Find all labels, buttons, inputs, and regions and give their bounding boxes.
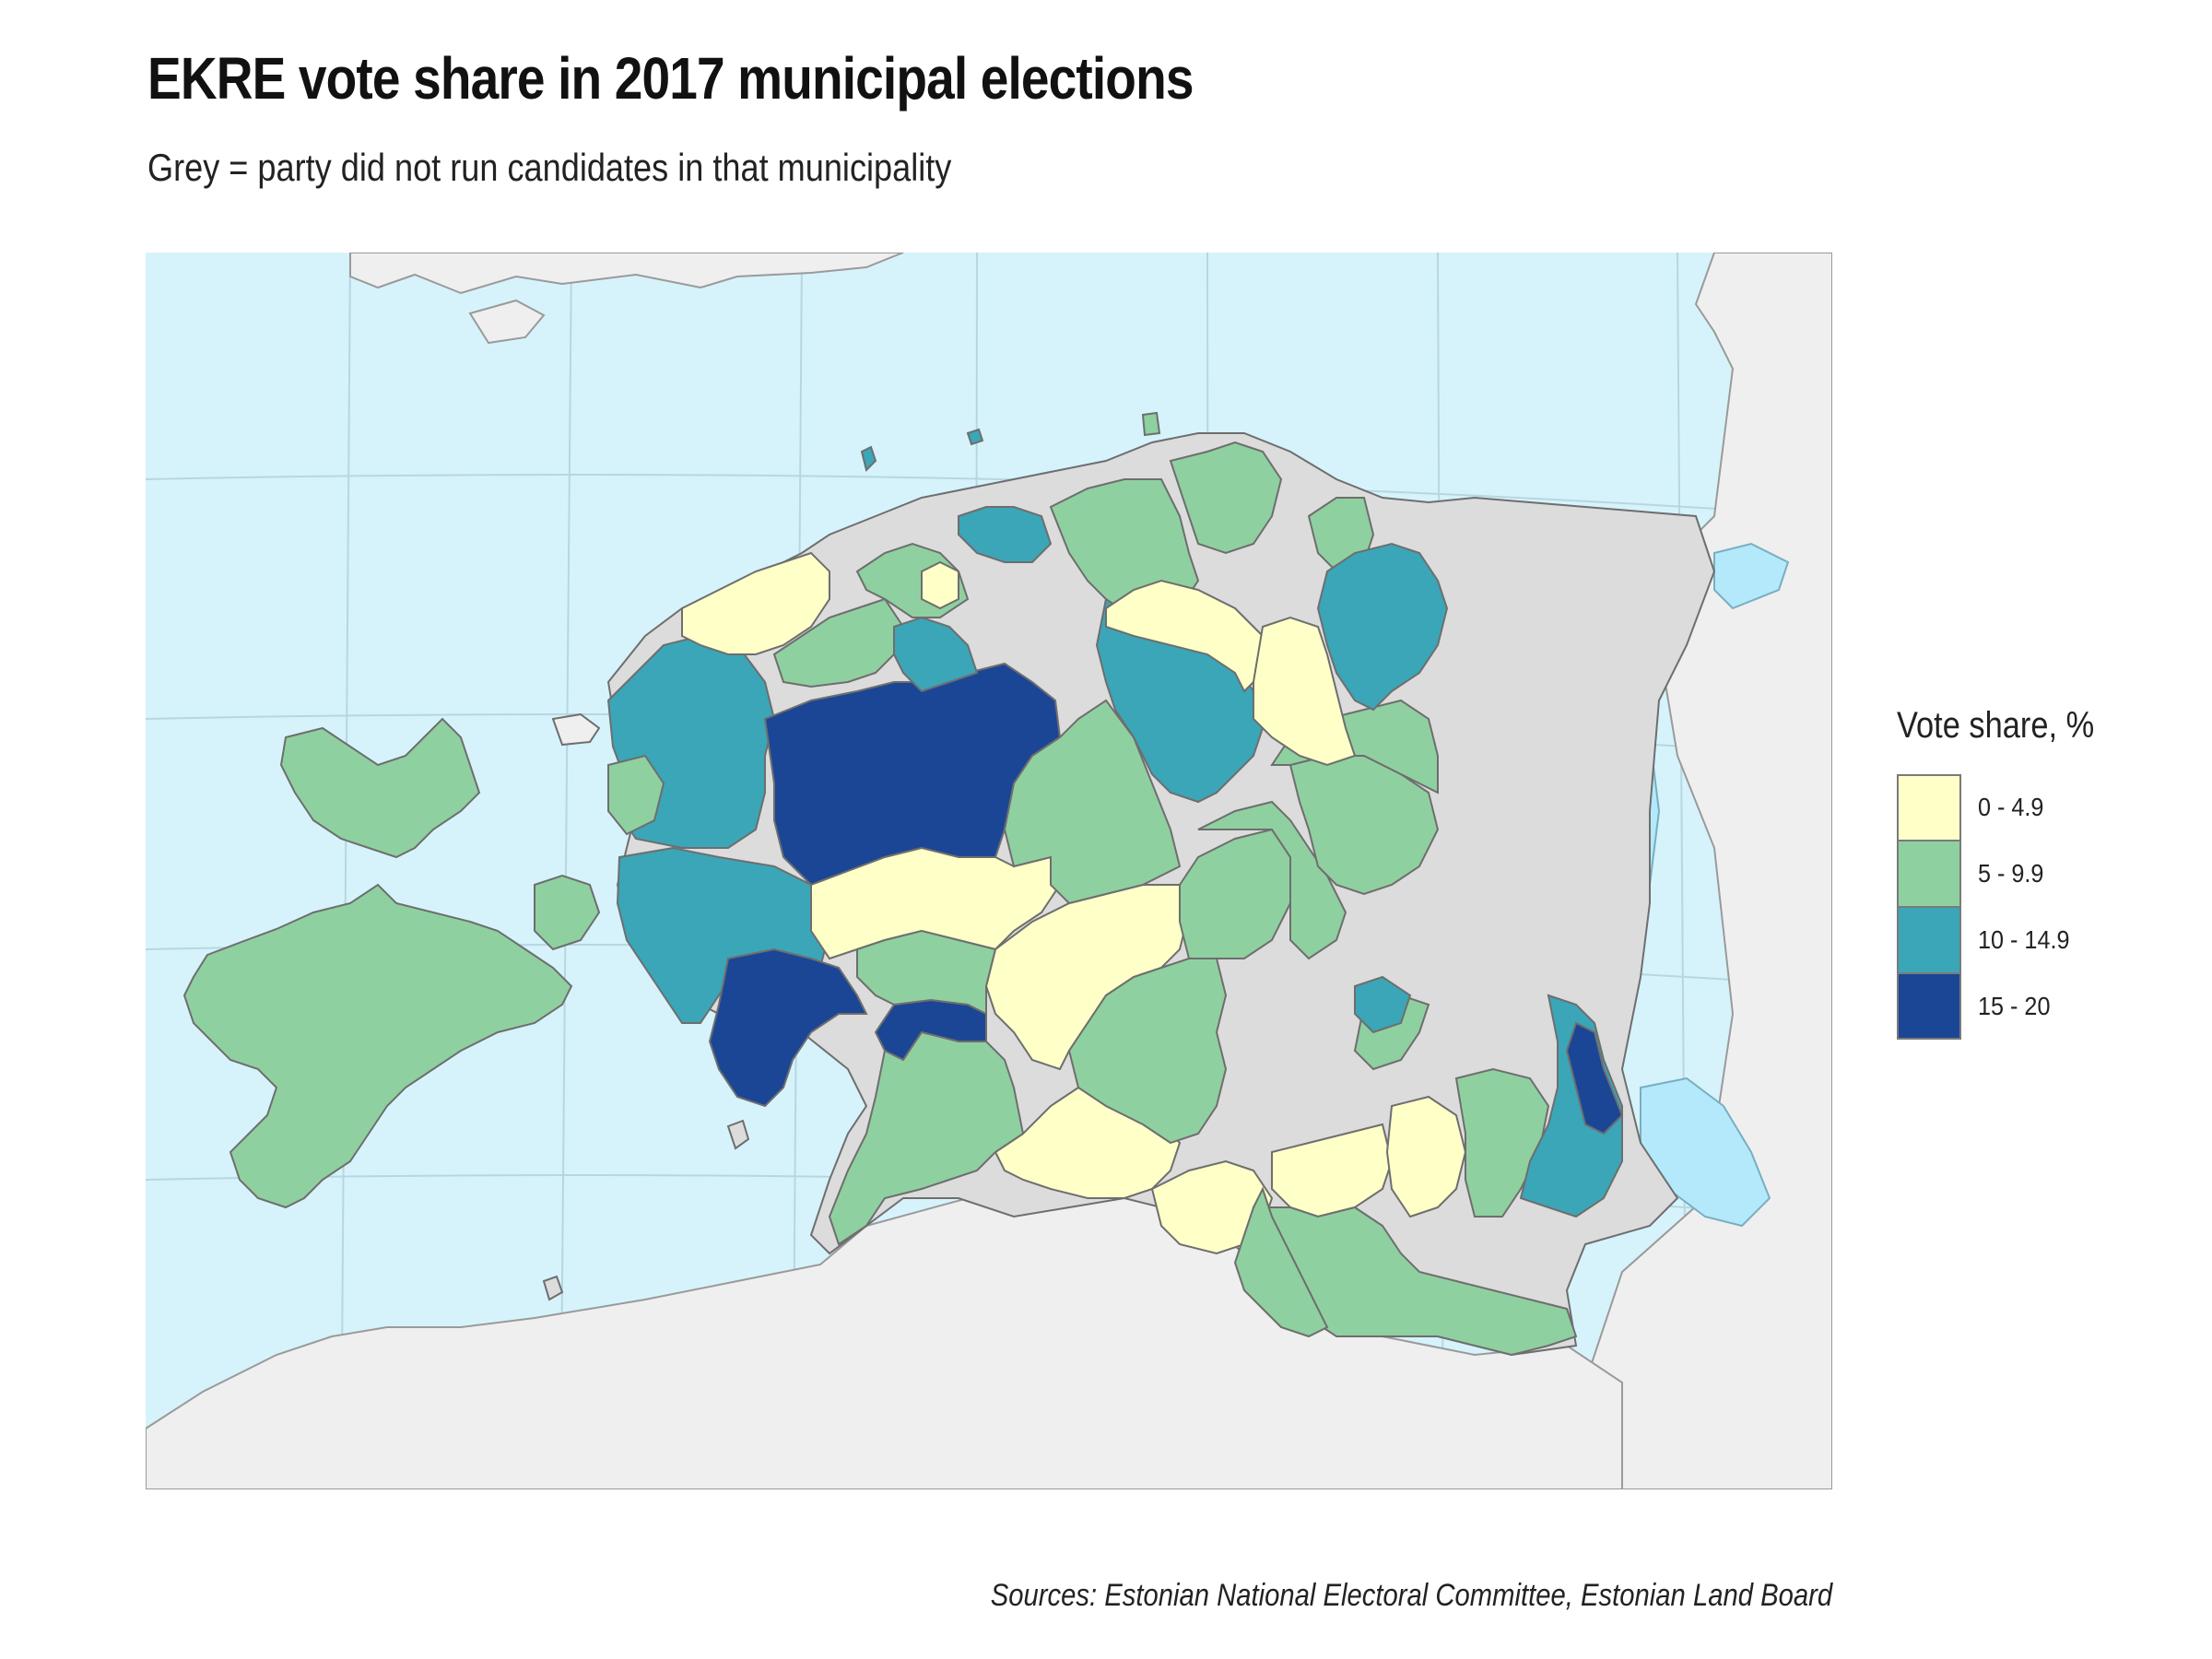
island-small bbox=[860, 445, 877, 472]
municipality-vormsi bbox=[551, 712, 601, 747]
island-small bbox=[966, 428, 984, 446]
island-small bbox=[1141, 411, 1161, 437]
chart-title: EKRE vote share in 2017 municipal electi… bbox=[147, 45, 1194, 112]
municipality-voru-west bbox=[1233, 1186, 1329, 1338]
legend-swatch bbox=[1897, 973, 1961, 1040]
map-svg bbox=[146, 253, 1832, 1489]
municipality-paide bbox=[1197, 800, 1347, 960]
map-panel bbox=[146, 253, 1832, 1489]
legend-label: 15 - 20 bbox=[1978, 992, 2051, 1020]
legend-item: 15 - 20 bbox=[1897, 973, 2126, 1040]
municipality-tarvastu bbox=[1271, 1123, 1394, 1218]
legend-label: 0 - 4.9 bbox=[1978, 793, 2044, 821]
municipality-haljala bbox=[1316, 542, 1449, 712]
municipality-saarde bbox=[1067, 958, 1228, 1145]
legend-rows: 0 - 4.9 5 - 9.9 10 - 14.9 15 - 20 bbox=[1897, 774, 2126, 1040]
municipality-elva bbox=[1385, 1095, 1467, 1218]
legend: Vote share, % 0 - 4.9 5 - 9.9 10 - 14.9 15 … bbox=[1897, 705, 2126, 1040]
finland-island bbox=[468, 299, 546, 345]
municipality-kadrina bbox=[1565, 1021, 1624, 1135]
municipality-rakvere bbox=[1253, 616, 1357, 767]
municipality-pohja-parnumaa bbox=[856, 929, 997, 1016]
municipality-keila bbox=[681, 551, 830, 655]
graticule-meridian bbox=[559, 253, 572, 1489]
legend-item: 5 - 9.9 bbox=[1897, 841, 2126, 907]
finland-coast bbox=[349, 253, 904, 295]
municipality-rapla bbox=[1003, 699, 1182, 905]
municipality-suure-jaani bbox=[1179, 828, 1291, 959]
chart-subtitle: Grey = party did not run candidates in t… bbox=[147, 146, 952, 189]
legend-swatch bbox=[1897, 841, 1961, 907]
municipality-harku-coast bbox=[893, 616, 979, 693]
graticule-parallel bbox=[146, 474, 1832, 517]
legend-label: 5 - 9.9 bbox=[1978, 859, 2044, 888]
legend-swatch bbox=[1897, 774, 1961, 841]
municipality-parnu-coastal bbox=[708, 947, 868, 1108]
municipality-kuusalu bbox=[1169, 441, 1283, 555]
legend-title: Vote share, % bbox=[1897, 705, 2095, 746]
municipality-maardu bbox=[958, 506, 1053, 563]
municipality-hiiumaa bbox=[279, 717, 481, 859]
graticule-meridian bbox=[340, 253, 351, 1489]
municipality-muhu bbox=[534, 874, 601, 951]
lake-narva bbox=[1713, 542, 1790, 610]
municipality-noarootsi bbox=[607, 754, 665, 836]
municipality-jogeva-east bbox=[1354, 975, 1412, 1034]
municipality-parnu-south bbox=[828, 1030, 1025, 1246]
source-caption: Sources: Estonian National Electoral Com… bbox=[990, 1578, 1832, 1613]
legend-swatch bbox=[1897, 907, 1961, 973]
municipality-saaremaa bbox=[182, 883, 573, 1209]
legend-label: 10 - 14.9 bbox=[1978, 925, 2070, 954]
municipality-saue bbox=[921, 560, 959, 610]
municipality-kihnu bbox=[726, 1119, 750, 1150]
legend-item: 10 - 14.9 bbox=[1897, 907, 2126, 973]
municipality-ruhnu bbox=[542, 1275, 564, 1301]
legend-item: 0 - 4.9 bbox=[1897, 774, 2126, 841]
